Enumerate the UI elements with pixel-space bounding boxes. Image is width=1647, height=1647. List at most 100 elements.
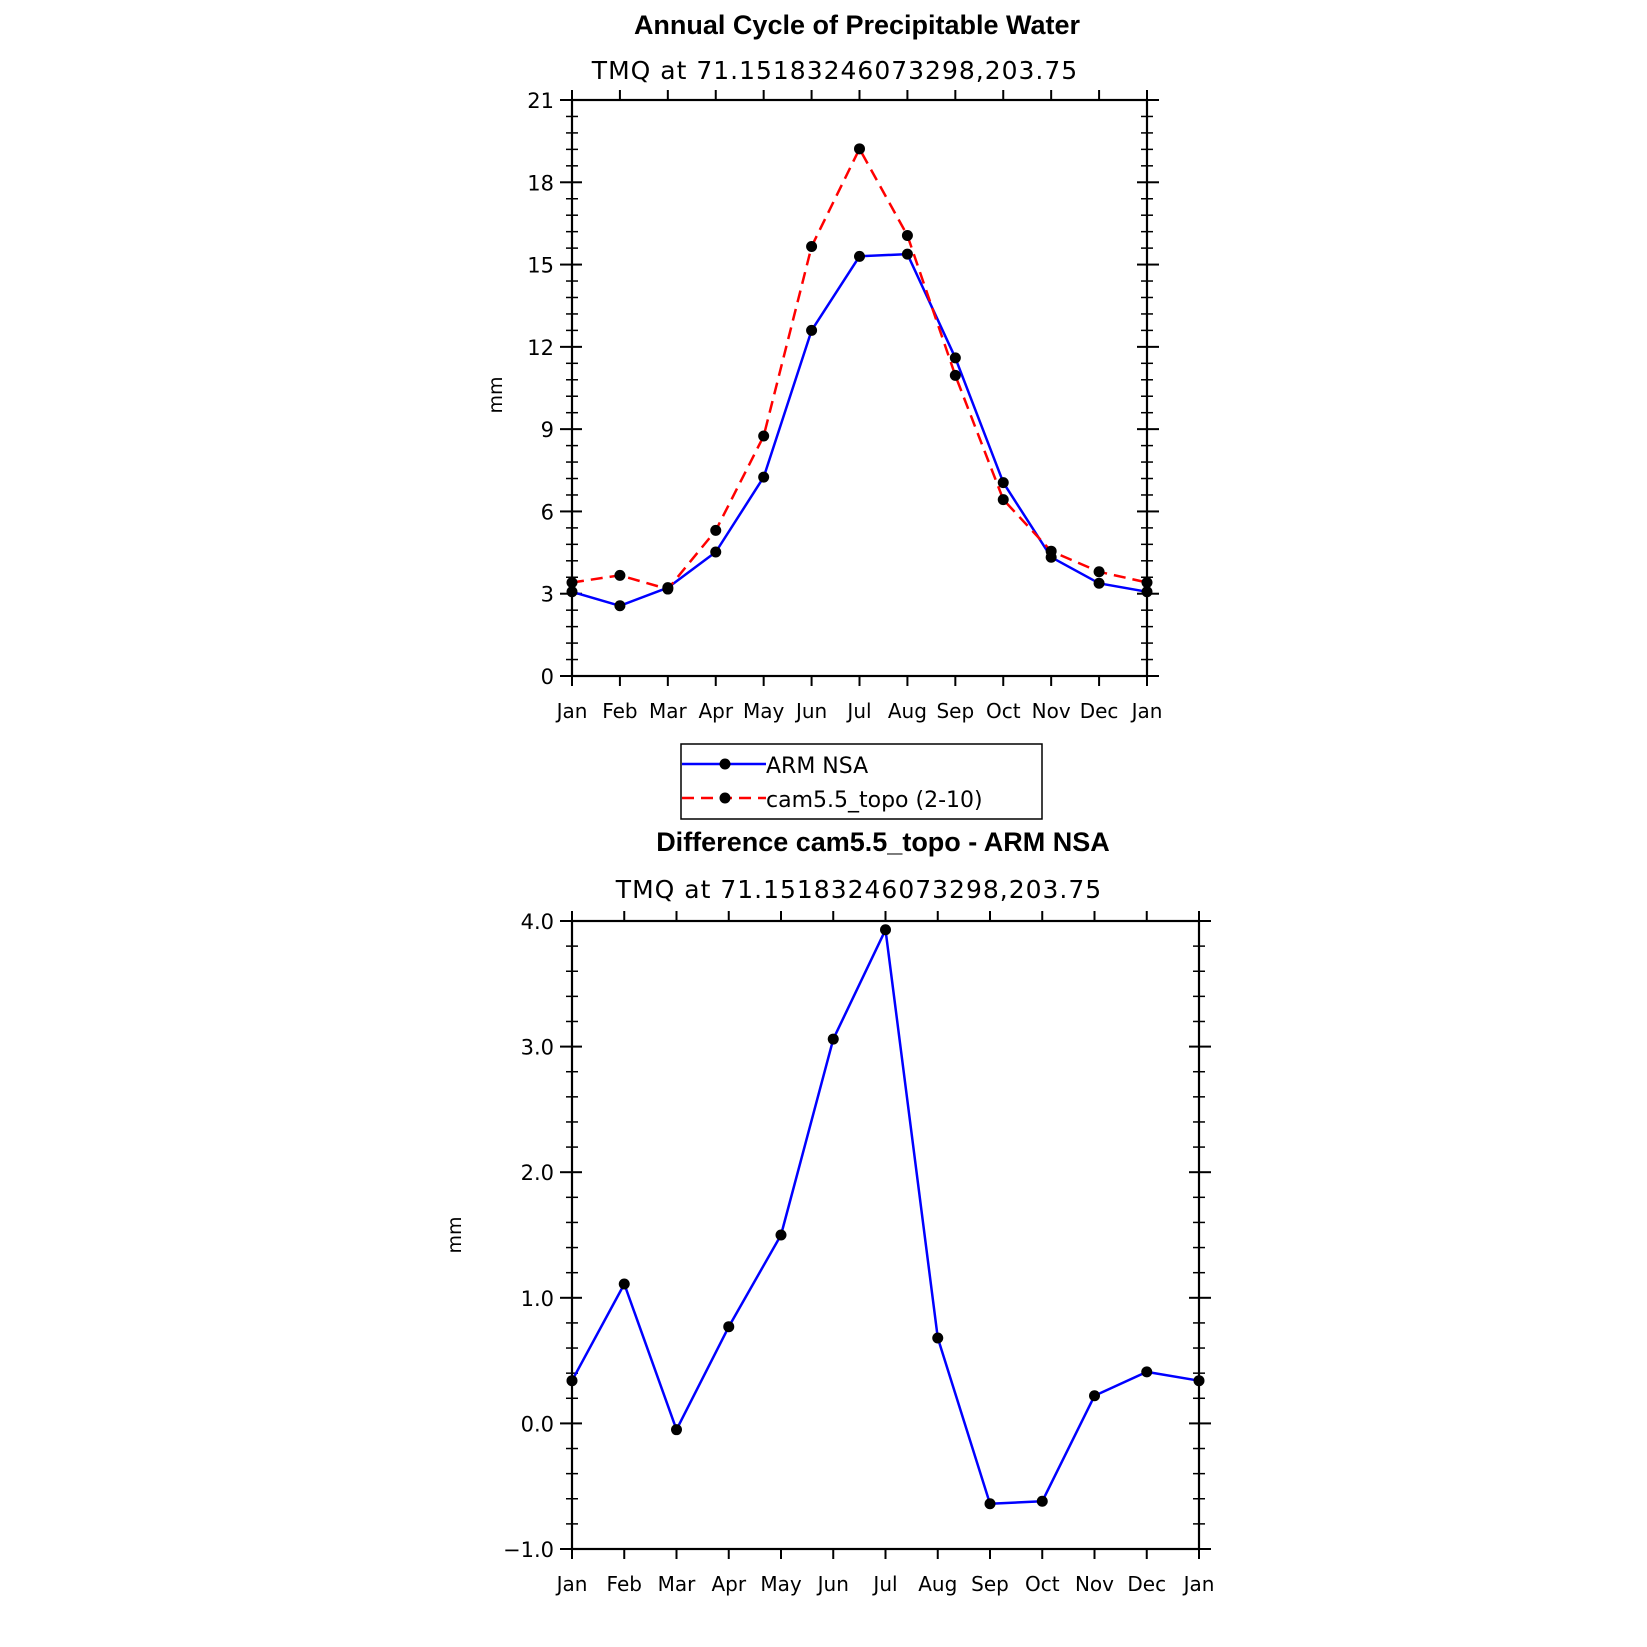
x-tick-label: Feb <box>607 1572 642 1596</box>
x-tick-label: Oct <box>986 699 1021 723</box>
y-tick-label: 21 <box>527 89 554 113</box>
data-point-s1-2 <box>662 583 674 595</box>
x-tick-label: Sep <box>971 1572 1009 1596</box>
data-point-s0-0 <box>566 1375 578 1387</box>
data-point-s0-4 <box>775 1229 787 1241</box>
data-point-s1-5 <box>806 240 818 252</box>
x-tick-label: Mar <box>649 699 688 723</box>
data-points <box>566 924 1205 1510</box>
legend-marker-arm-nsa <box>719 758 731 770</box>
y-tick-label: 9 <box>541 418 554 442</box>
data-points <box>566 143 1153 612</box>
x-tick-label: Nov <box>1032 699 1071 723</box>
data-point-s0-10 <box>1089 1390 1100 1402</box>
y-tick-label: 0.0 <box>521 1412 554 1436</box>
x-tick-label: Jun <box>794 699 827 723</box>
data-point-s0-1 <box>614 600 626 612</box>
data-point-s0-12 <box>1141 586 1153 598</box>
data-point-s1-6 <box>854 143 865 155</box>
legend: ARM NSA cam5.5_topo (2-10) <box>680 743 1043 820</box>
x-tick-label: May <box>760 1572 802 1596</box>
x-tick-label: Jan <box>555 699 588 723</box>
data-point-s1-8 <box>949 369 961 381</box>
x-tick-label: Dec <box>1080 699 1119 723</box>
data-point-s0-8 <box>984 1498 996 1510</box>
difference-panel: Difference cam5.5_topo - ARM NSA TMQ at … <box>444 827 1214 1596</box>
x-tick-label: Jan <box>1182 1572 1215 1596</box>
x-tick-label: Sep <box>936 699 974 723</box>
y-tick-label: 2.0 <box>521 1161 554 1185</box>
data-point-s0-1 <box>618 1278 630 1290</box>
data-point-s0-11 <box>1141 1366 1153 1378</box>
data-point-s1-4 <box>758 430 770 442</box>
data-point-s1-0 <box>566 576 578 588</box>
series-lines <box>570 928 1200 1506</box>
data-point-s1-9 <box>997 494 1009 506</box>
x-tick-label: Jan <box>555 1572 588 1596</box>
y-tick-label: 6 <box>541 500 554 524</box>
x-tick-label: Apr <box>711 1572 746 1596</box>
data-point-s1-1 <box>614 569 626 581</box>
annual-cycle-panel: Annual Cycle of Precipitable Water TMQ a… <box>485 10 1162 723</box>
data-point-s0-12 <box>1193 1375 1205 1387</box>
data-point-s0-9 <box>1036 1495 1048 1507</box>
plot-frame <box>570 919 1201 1551</box>
x-tick-label: Oct <box>1025 1572 1060 1596</box>
y-tick-label: 4.0 <box>521 910 554 934</box>
y-tick-label: 12 <box>527 336 554 360</box>
data-point-s0-9 <box>997 477 1009 489</box>
data-point-s0-7 <box>932 1332 944 1344</box>
data-point-s0-8 <box>949 352 961 364</box>
data-point-s0-6 <box>880 924 891 936</box>
plot-frame <box>570 98 1149 678</box>
chart-subtitle: TMQ at 71.15183246073298,203.75 <box>615 875 1102 904</box>
data-point-s1-12 <box>1141 576 1153 588</box>
data-point-s0-11 <box>1093 577 1105 589</box>
data-point-s0-3 <box>710 546 722 558</box>
legend-entry-arm-nsa: ARM NSA <box>682 754 868 779</box>
legend-label-cam55-topo: cam5.5_topo (2-10) <box>766 788 983 813</box>
y-tick-label: 0 <box>541 665 554 689</box>
y-tick-label: 18 <box>527 171 554 195</box>
y-tick-label: 3 <box>541 583 554 607</box>
x-tick-label: Feb <box>602 699 637 723</box>
series-lines <box>571 147 1148 608</box>
data-point-s0-2 <box>671 1424 682 1436</box>
chart-title: Annual Cycle of Precipitable Water <box>634 10 1081 40</box>
legend-marker-cam55-topo <box>719 792 731 804</box>
y-tick-label: 3.0 <box>521 1036 554 1060</box>
data-point-s0-0 <box>566 586 578 598</box>
series-line-1 <box>571 147 1148 591</box>
x-tick-label: Jul <box>871 1572 897 1596</box>
y-axis-label: mm <box>444 1216 466 1253</box>
y-tick-label: −1.0 <box>503 1538 554 1562</box>
data-point-s0-4 <box>758 471 770 483</box>
x-tick-label: Nov <box>1075 1572 1114 1596</box>
x-tick-label: Aug <box>888 699 927 723</box>
x-tick-label: Jul <box>845 699 871 723</box>
x-tick-label: May <box>743 699 785 723</box>
data-point-s1-10 <box>1045 545 1057 557</box>
x-tick-label: Mar <box>658 1572 697 1596</box>
data-point-s1-3 <box>710 524 722 536</box>
y-axis-label: mm <box>485 376 507 413</box>
data-point-s1-7 <box>901 229 913 241</box>
legend-label-arm-nsa: ARM NSA <box>766 754 868 779</box>
y-tick-label: 15 <box>527 254 554 278</box>
x-tick-label: Aug <box>918 1572 957 1596</box>
series-line-0 <box>570 928 1200 1506</box>
axes: Jan Feb Mar Apr May Jun Jul Aug Sep Oct Nov Dec Jan−… <box>503 910 1214 1596</box>
data-point-s0-5 <box>806 324 818 336</box>
axes: Jan Feb Mar Apr May Jun Jul Aug Sep Oct Nov Dec Jan0… <box>527 89 1162 723</box>
series-line-0 <box>571 252 1148 608</box>
data-point-s0-7 <box>901 248 913 260</box>
x-tick-label: Jan <box>1130 699 1163 723</box>
x-tick-label: Dec <box>1127 1572 1166 1596</box>
legend-entry-cam55-topo: cam5.5_topo (2-10) <box>682 788 983 813</box>
chart-subtitle: TMQ at 71.15183246073298,203.75 <box>591 56 1078 85</box>
legend-box <box>680 743 1043 820</box>
data-point-s1-11 <box>1093 566 1105 578</box>
data-point-s0-5 <box>827 1033 839 1045</box>
data-point-s0-3 <box>723 1321 735 1333</box>
